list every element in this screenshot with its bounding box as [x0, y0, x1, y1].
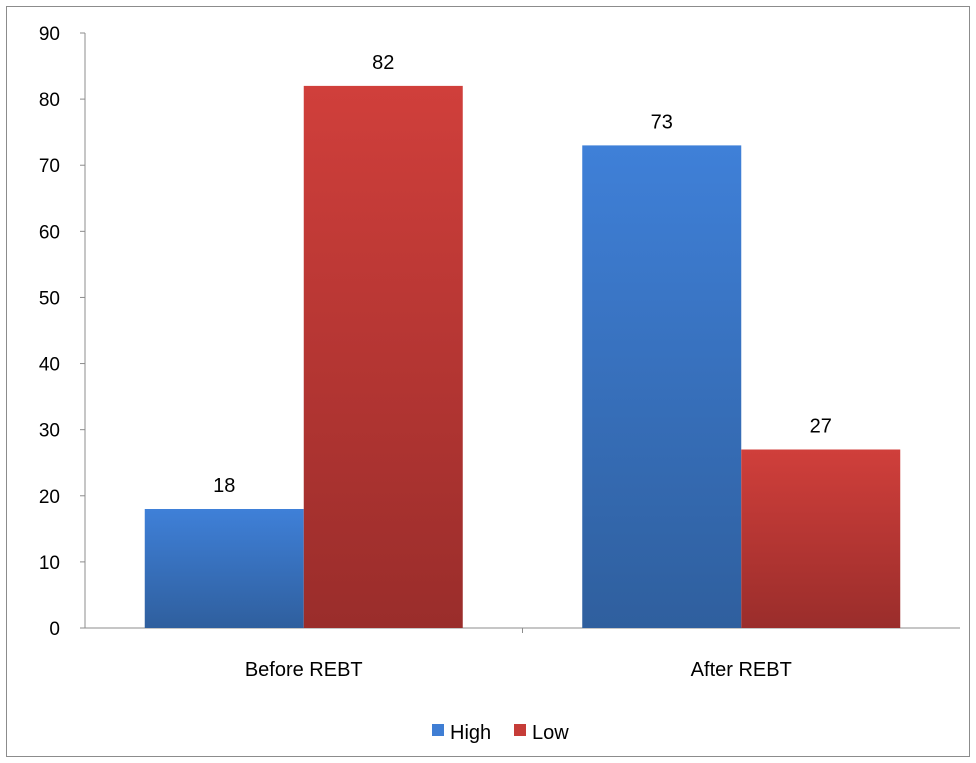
y-tick-label: 30	[39, 421, 60, 442]
y-tick-label: 80	[39, 90, 60, 111]
data-label: 82	[372, 52, 394, 74]
y-tick-label: 50	[39, 288, 60, 309]
bar-high[interactable]	[582, 145, 741, 628]
bar-low[interactable]	[304, 86, 463, 628]
x-category-label: Before REBT	[245, 659, 363, 681]
data-label: 73	[651, 111, 673, 133]
bar-high[interactable]	[145, 509, 304, 628]
legend: High Low	[432, 722, 569, 744]
legend-label-high: High	[450, 722, 491, 744]
y-tick-label: 40	[39, 355, 60, 376]
y-tick-label: 10	[39, 553, 60, 574]
data-label: 18	[213, 475, 235, 497]
legend-swatch-low	[514, 724, 526, 736]
y-tick-label: 0	[49, 619, 60, 640]
y-tick-label: 20	[39, 487, 60, 508]
y-tick-label: 60	[39, 222, 60, 243]
bar-low[interactable]	[741, 450, 900, 629]
bars	[145, 86, 901, 628]
legend-swatch-high	[432, 724, 444, 736]
data-label: 27	[810, 416, 832, 438]
legend-label-low: Low	[532, 722, 569, 744]
y-tick-label: 90	[39, 24, 60, 45]
x-category-label: After REBT	[691, 659, 792, 681]
y-tick-label: 70	[39, 156, 60, 177]
